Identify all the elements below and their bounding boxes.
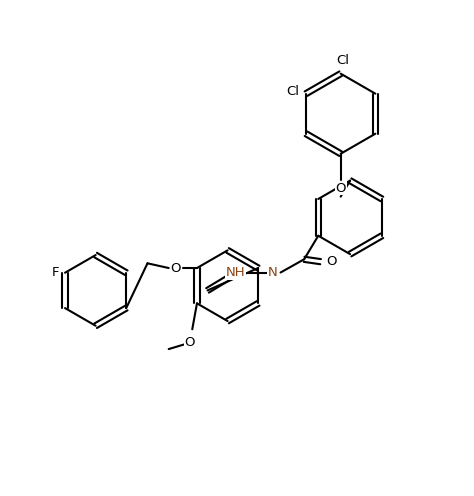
- Text: NH: NH: [226, 266, 246, 279]
- Text: Cl: Cl: [286, 85, 299, 98]
- Text: O: O: [326, 255, 337, 268]
- Text: O: O: [171, 261, 181, 274]
- Text: O: O: [336, 182, 346, 194]
- Text: F: F: [52, 266, 59, 279]
- Text: N: N: [268, 266, 278, 279]
- Text: O: O: [185, 336, 195, 349]
- Text: Cl: Cl: [337, 54, 349, 66]
